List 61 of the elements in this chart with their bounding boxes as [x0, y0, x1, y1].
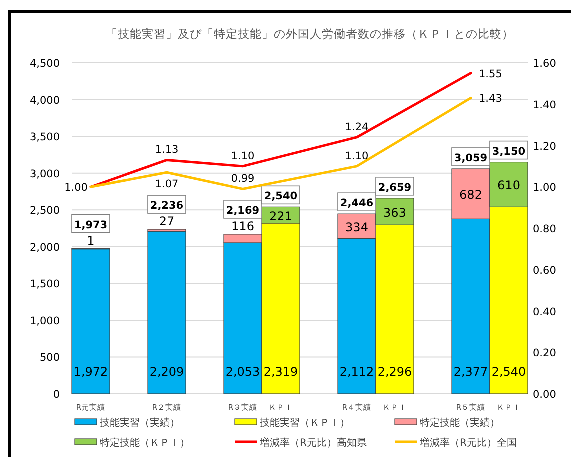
y2-tick-label: 1.20 — [533, 140, 556, 153]
y-tick-label: 3,000 — [30, 168, 60, 180]
y2-tick-label: 0.40 — [533, 306, 556, 318]
data-label: 1.07 — [155, 178, 179, 191]
y-tick-label: 2,000 — [30, 242, 60, 254]
bar — [72, 248, 110, 394]
data-label: 0.99 — [231, 173, 255, 186]
total-label: 3,059 — [454, 152, 488, 164]
data-label: 2,540 — [492, 365, 526, 379]
total-label: 2,169 — [226, 204, 260, 217]
data-label: 1.10 — [231, 150, 255, 162]
legend-label: 技能実習（実績） — [99, 417, 180, 429]
y2-tick-label: 0.60 — [533, 264, 556, 277]
y-tick-label: 0 — [53, 389, 60, 401]
chart-title: 「技能実習」及び「特定技能」の外国人労働者数の推移（ＫＰＩとの比較） — [106, 27, 514, 41]
data-label: 1.24 — [345, 121, 370, 134]
total-label: 2,540 — [264, 190, 298, 203]
data-label: 1.13 — [155, 144, 179, 156]
y-tick-label: 1,000 — [30, 315, 60, 328]
data-label: 363 — [384, 206, 406, 220]
data-label: 1.55 — [479, 68, 502, 80]
data-label: 2,053 — [226, 365, 260, 379]
data-label: 334 — [346, 220, 368, 234]
y-tick-label: 1,500 — [30, 278, 60, 291]
data-label: 610 — [498, 178, 520, 193]
data-label: 2,319 — [264, 365, 298, 379]
legend-label: 増減率（R元比）全国 — [419, 437, 517, 449]
y-tick-label: 2,500 — [30, 205, 60, 218]
y2-tick-label: 0.80 — [533, 224, 556, 236]
total-label: 3,150 — [492, 146, 526, 158]
data-label: 221 — [270, 209, 292, 224]
data-label: 682 — [460, 188, 482, 202]
total-label: 2,446 — [340, 198, 374, 210]
y2-tick-label: 1.00 — [533, 182, 556, 194]
y2-tick-label: 1.60 — [533, 58, 556, 70]
data-label: 1.10 — [345, 150, 369, 162]
y-tick-label: 500 — [40, 352, 60, 364]
data-label: 2,377 — [454, 365, 488, 379]
legend-label: 特定技能（実績） — [420, 417, 500, 429]
bar — [148, 231, 186, 394]
data-label: 1,972 — [74, 365, 108, 379]
total-label: 1,973 — [74, 219, 108, 232]
data-label: 1.00 — [64, 182, 88, 194]
y2-tick-label: 0.20 — [533, 348, 556, 360]
legend-label: 特定技能（ＫＰＩ） — [100, 437, 190, 449]
total-label: 2,236 — [150, 200, 184, 212]
data-label: 1 — [87, 234, 95, 248]
y2-tick-label: 1.40 — [533, 99, 556, 112]
data-label: 27 — [159, 214, 175, 229]
data-label: 2,112 — [340, 365, 374, 379]
data-label: 2,296 — [378, 365, 412, 379]
legend-label: 増減率（R元比）高知県 — [259, 437, 367, 449]
legend-label: 技能実習（ＫＰＩ） — [259, 417, 350, 429]
data-label: 1.43 — [479, 93, 502, 106]
y-tick-label: 3,500 — [30, 132, 60, 144]
y-tick-label: 4,500 — [30, 58, 60, 70]
data-label: 2,209 — [150, 365, 184, 379]
total-label: 2,659 — [378, 182, 412, 194]
y2-tick-label: 0.00 — [533, 389, 556, 401]
data-label: 116 — [232, 219, 254, 234]
y-tick-label: 4,000 — [30, 94, 60, 107]
